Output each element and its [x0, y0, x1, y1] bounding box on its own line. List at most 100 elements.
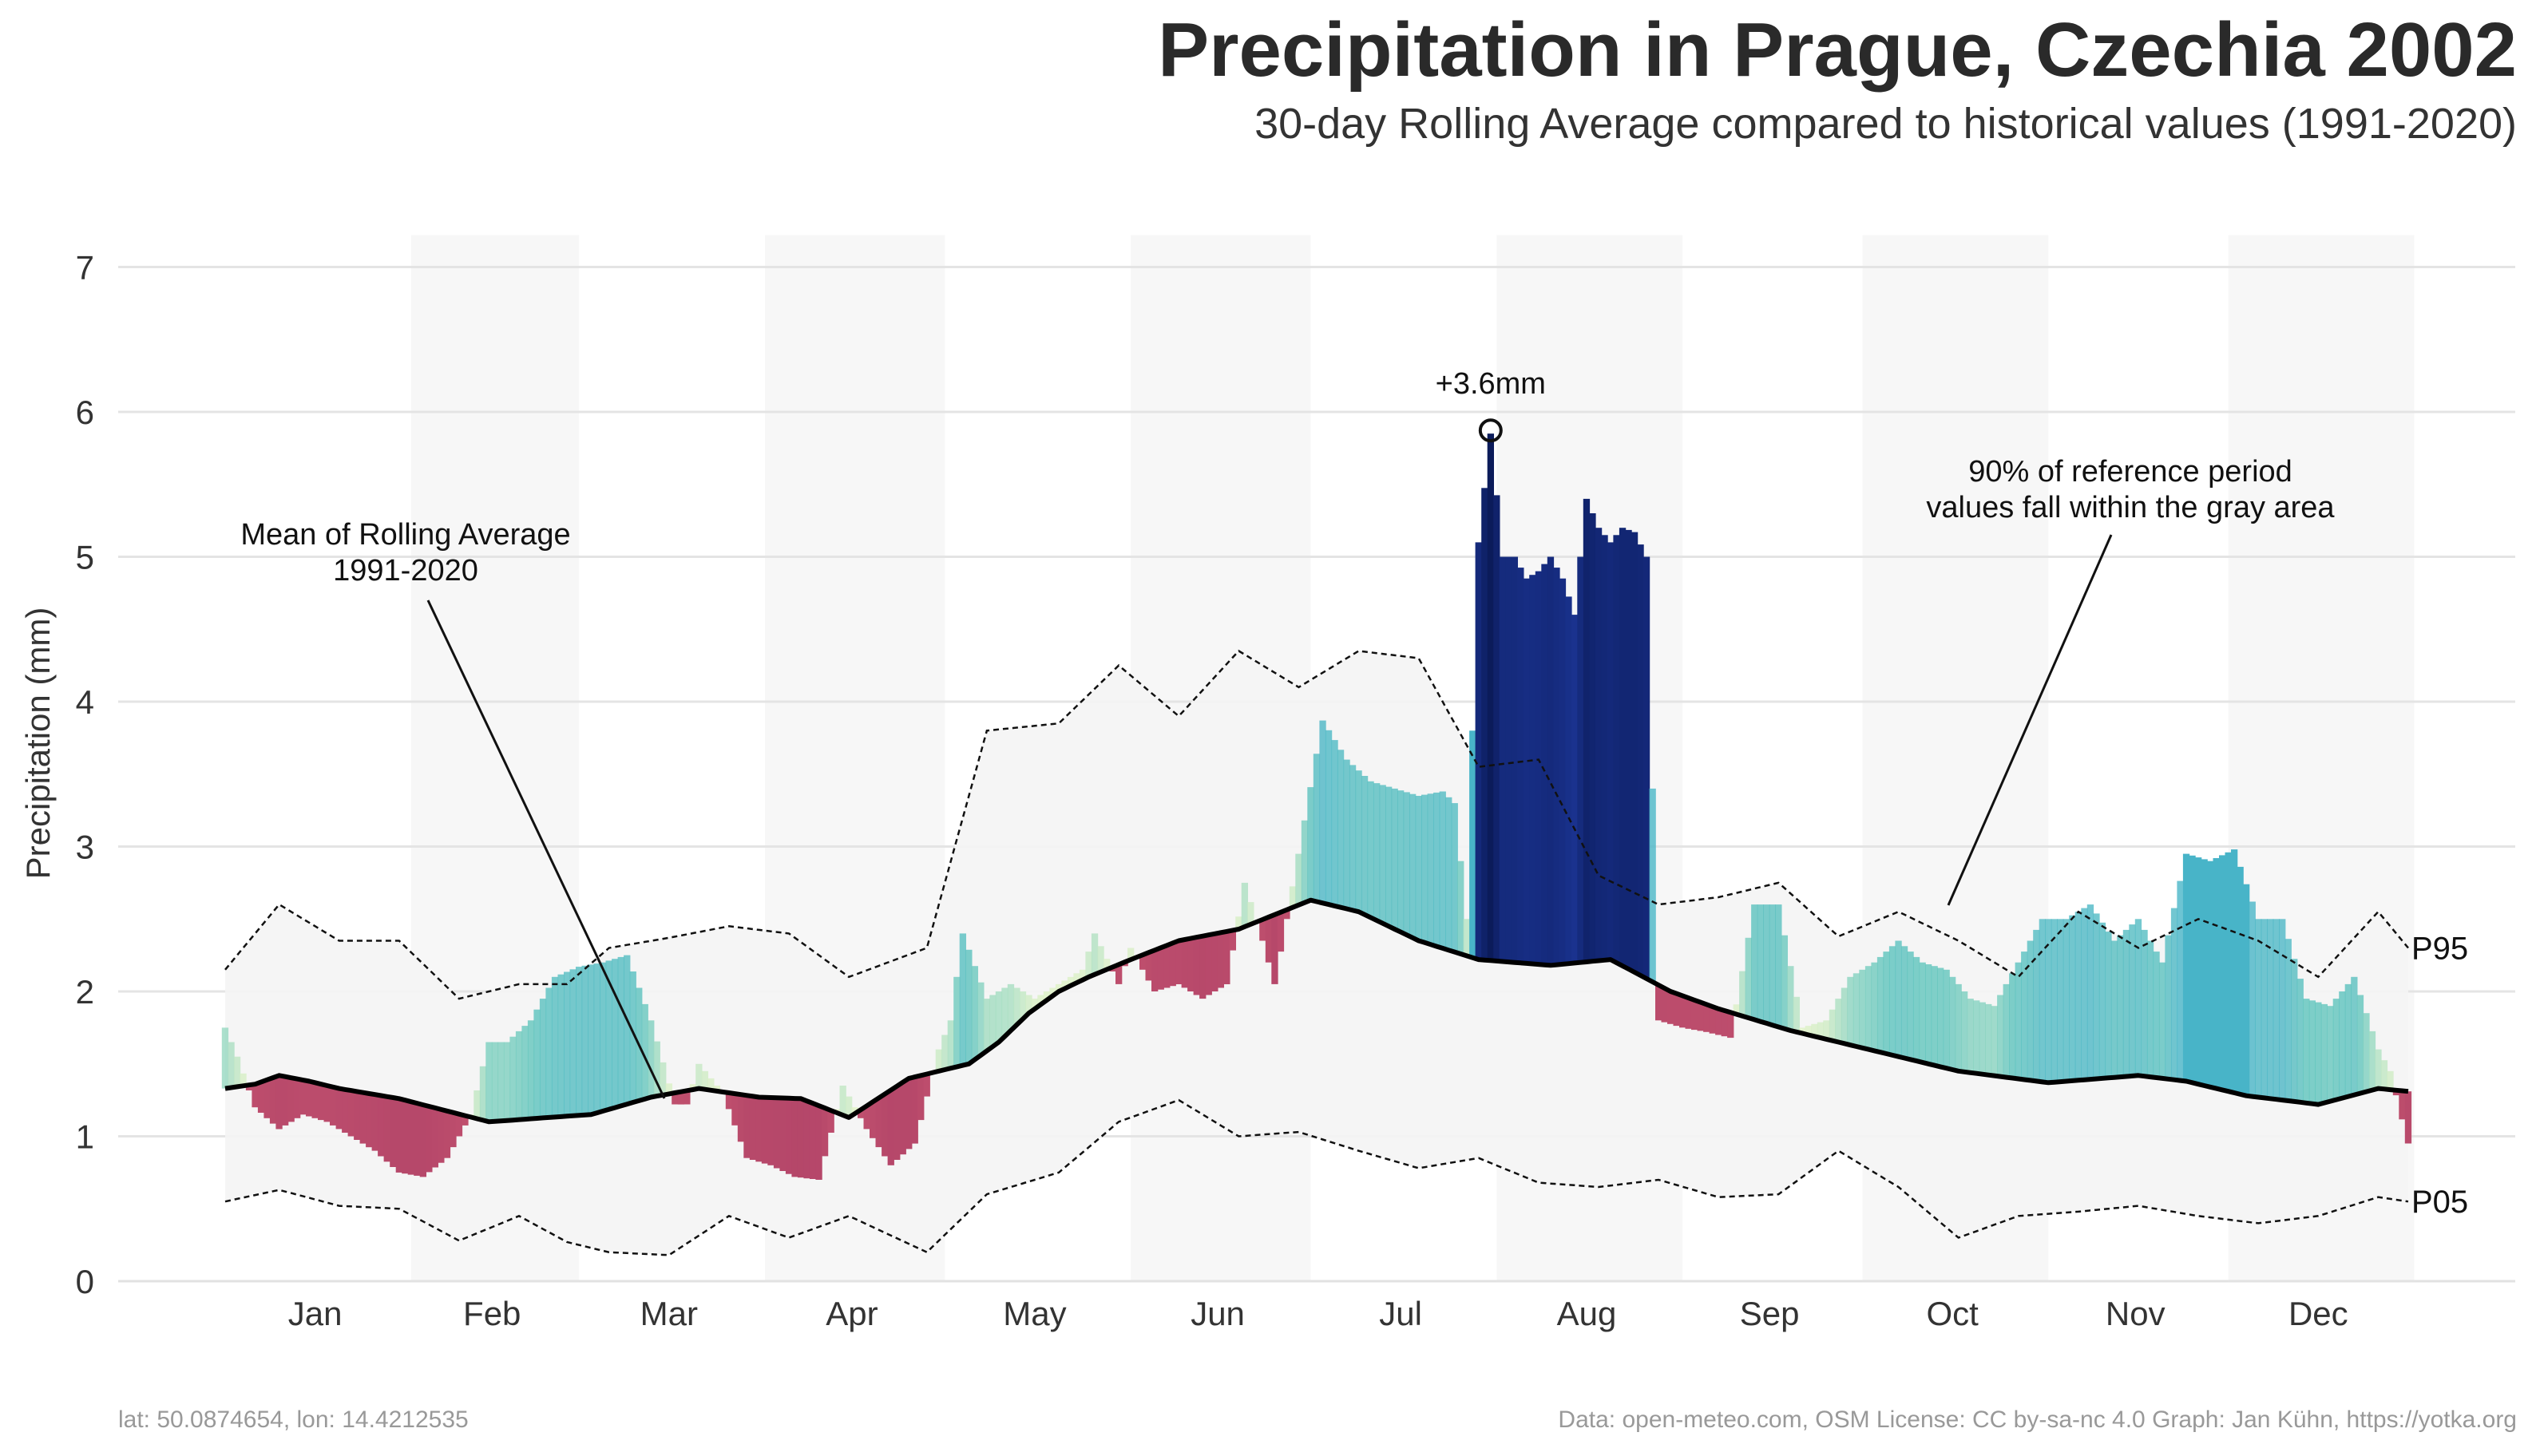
- day-bar: [899, 1082, 906, 1155]
- day-bar: [1397, 790, 1405, 932]
- day-bar: [605, 960, 612, 1110]
- day-bar: [1631, 532, 1638, 972]
- day-bar: [366, 1094, 373, 1148]
- day-bar: [2009, 973, 2016, 1078]
- day-bar: [1757, 904, 1765, 1022]
- day-bar: [2243, 884, 2250, 1096]
- day-bar: [2327, 1006, 2334, 1102]
- day-bar: [1325, 730, 1333, 905]
- day-bar: [1793, 996, 1801, 1032]
- day-bar: [2303, 999, 2310, 1103]
- day-bar: [761, 1097, 769, 1164]
- day-bar: [1769, 904, 1777, 1026]
- day-bar: [252, 1084, 259, 1108]
- day-bar: [1157, 948, 1164, 990]
- day-bar: [1427, 793, 1434, 945]
- day-bar: [1529, 575, 1536, 964]
- day-bar: [665, 1083, 673, 1094]
- day-bar: [941, 1035, 949, 1070]
- day-bar: [2003, 983, 2010, 1078]
- day-bar: [648, 1020, 655, 1098]
- day-bar: [323, 1086, 331, 1122]
- day-bar: [743, 1095, 751, 1158]
- y-tick-labels: 0 1 2 3 4 5 6 7: [76, 249, 94, 1301]
- day-bar: [1151, 950, 1159, 991]
- day-bar: [641, 1003, 648, 1099]
- day-bar: [1409, 793, 1417, 938]
- day-bar: [240, 1073, 247, 1086]
- day-bar: [318, 1084, 325, 1121]
- day-bar: [2255, 919, 2262, 1098]
- day-bar: [1421, 794, 1428, 943]
- day-bar: [2213, 858, 2220, 1089]
- day-bar: [2279, 919, 2286, 1101]
- day-bar: [1049, 987, 1056, 996]
- day-bar: [1223, 931, 1230, 984]
- day-bar: [1679, 995, 1686, 1028]
- day-bar: [1001, 987, 1008, 1037]
- y-tick-label: 3: [76, 829, 94, 866]
- day-bar: [1637, 544, 1644, 976]
- day-bar: [1517, 568, 1524, 963]
- day-bar: [1235, 916, 1242, 929]
- day-bar: [846, 1096, 853, 1118]
- day-bar: [1571, 615, 1579, 963]
- day-bar: [2039, 919, 2047, 1082]
- mean-annotation-line2: 1991-2020: [333, 554, 478, 588]
- day-bar: [1055, 983, 1063, 991]
- day-bar: [2225, 852, 2232, 1092]
- day-bar: [1781, 935, 1789, 1029]
- day-bar: [2086, 904, 2094, 1080]
- day-bar: [959, 933, 967, 1066]
- day-bar: [474, 1090, 481, 1119]
- day-bar: [1613, 535, 1620, 963]
- day-bar: [1642, 556, 1650, 979]
- day-bar: [443, 1110, 451, 1158]
- day-bar: [1883, 952, 1890, 1054]
- day-bar: [1355, 770, 1362, 912]
- day-bar: [1697, 1002, 1704, 1031]
- mean-line: [224, 897, 2409, 1125]
- day-bar: [2332, 999, 2340, 1100]
- day-bar: [354, 1091, 361, 1140]
- day-bar: [306, 1081, 313, 1117]
- day-bar: [438, 1109, 445, 1163]
- day-bar: [395, 1098, 403, 1173]
- day-bar: [1187, 938, 1195, 991]
- day-bar: [1025, 995, 1032, 1014]
- day-bar: [1175, 940, 1183, 984]
- day-bar: [2363, 1013, 2370, 1092]
- day-bar: [2404, 1091, 2412, 1144]
- day-bar: [2182, 853, 2190, 1082]
- day-bar: [1073, 973, 1080, 983]
- day-bar: [875, 1098, 882, 1148]
- day-bar: [1535, 571, 1543, 965]
- day-bar: [971, 966, 979, 1060]
- day-bar: [1211, 933, 1218, 991]
- day-bar: [600, 962, 607, 1111]
- day-bar: [1193, 937, 1200, 995]
- day-bar: [2062, 919, 2070, 1082]
- day-bar: [2387, 1070, 2394, 1090]
- day-bar: [1013, 987, 1020, 1025]
- day-bar: [342, 1089, 349, 1133]
- day-bar: [1912, 956, 1920, 1062]
- day-bar: [233, 1056, 241, 1087]
- y-tick-label: 7: [76, 249, 94, 287]
- day-bar: [2308, 1000, 2316, 1104]
- day-bar: [551, 976, 559, 1118]
- day-bar: [2296, 979, 2304, 1102]
- day-bar: [1493, 495, 1500, 961]
- day-bar: [269, 1078, 277, 1124]
- day-bar: [1667, 991, 1674, 1024]
- day-bar: [2170, 908, 2178, 1080]
- day-bar: [1487, 433, 1495, 961]
- day-bar: [1799, 1027, 1806, 1034]
- day-bar: [1925, 964, 1932, 1064]
- day-bar: [1061, 980, 1068, 989]
- day-bar: [1145, 952, 1152, 981]
- day-bar: [713, 1086, 721, 1091]
- day-bar: [785, 1098, 793, 1174]
- day-bar: [1104, 959, 1111, 970]
